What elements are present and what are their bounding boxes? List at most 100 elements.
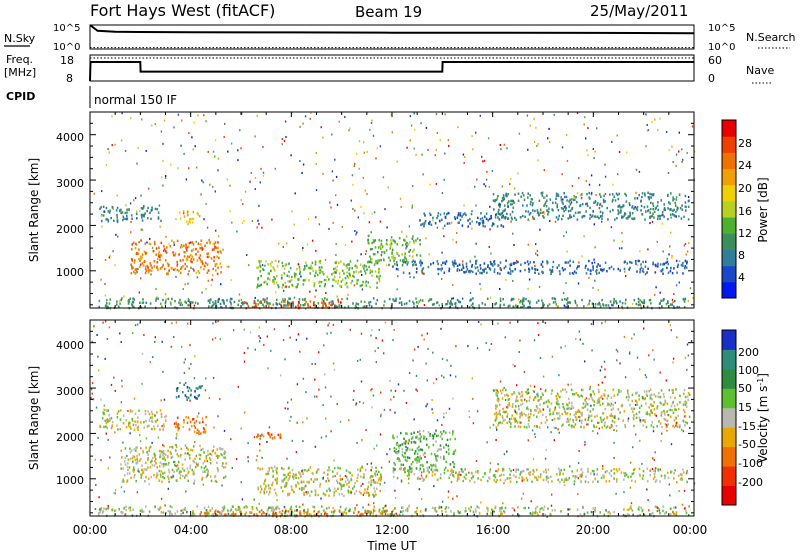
heatmap-cell [494,216,497,219]
heatmap-cell [542,214,544,218]
heatmap-cell [576,508,579,511]
heatmap-cell [328,487,330,490]
heatmap-noise [533,339,536,342]
heatmap-cell [574,477,577,480]
heatmap-cell [457,212,460,215]
heatmap-cell [404,239,406,242]
heatmap-cell [198,394,200,397]
heatmap-cell [559,414,561,418]
heatmap-cell [259,301,261,304]
heatmap-cell [354,508,356,512]
heatmap-cell [637,297,640,301]
heatmap-cell [312,269,314,272]
heatmap-cell [105,206,108,210]
heatmap-cell [596,268,598,272]
heatmap-cell [193,430,196,433]
heatmap-cell [508,402,510,405]
heatmap-cell [224,466,227,469]
heatmap-noise [374,239,377,242]
heatmap-noise [602,465,604,468]
heatmap-cell [462,479,465,483]
heatmap-cell [175,432,178,436]
heatmap-cell [644,265,647,268]
heatmap-cell [646,394,648,397]
heatmap-cell [511,202,513,206]
heatmap-noise [386,226,388,229]
heatmap-cell [650,393,653,396]
heatmap-cell [678,193,681,196]
heatmap-cell [382,507,384,510]
heatmap-cell [504,410,506,414]
heatmap-cell [673,197,675,201]
heatmap-cell [345,507,348,510]
heatmap-cell [541,271,544,275]
heatmap-cell [209,458,212,461]
heatmap-cell [100,206,102,209]
heatmap-cell [669,202,671,205]
heatmap-cell [659,422,662,425]
heatmap-cell [406,432,408,435]
heatmap-cell [197,242,200,245]
heatmap-cell [587,467,589,471]
heatmap-noise [681,148,683,151]
heatmap-cell [394,258,396,261]
heatmap-cell [526,479,529,482]
heatmap-cell [642,419,645,422]
heatmap-cell [639,271,641,274]
heatmap-cell [581,473,584,476]
heatmap-cell [211,248,214,251]
heatmap-noise [283,289,285,292]
heatmap-cell [620,209,622,212]
heatmap-cell [102,214,105,217]
heatmap-noise [139,210,141,213]
heatmap-cell [405,445,407,449]
heatmap-cell [253,513,255,516]
heatmap-noise [247,442,249,445]
heatmap-noise [548,127,550,130]
heatmap-cell [346,271,348,274]
heatmap-cell [447,506,450,509]
heatmap-cell [269,262,272,266]
heatmap-cell [650,512,653,516]
heatmap-cell [369,268,372,272]
heatmap-cell [364,269,366,273]
heatmap-cell [676,208,678,212]
heatmap-cell [688,505,690,508]
heatmap-noise [604,175,607,178]
heatmap-cell [453,452,455,455]
heatmap-cell [663,403,666,406]
heatmap-cell [429,220,431,224]
heatmap-cell [632,513,634,516]
heatmap-cell [136,454,138,458]
heatmap-cell [178,301,180,304]
heatmap-cell [199,258,202,261]
heatmap-cell [145,420,147,423]
heatmap-cell [509,267,511,270]
heatmap-cell [408,456,411,460]
heatmap-cell [430,298,433,301]
heatmap-cell [418,458,421,461]
heatmap-cell [206,474,208,478]
heatmap-noise [246,254,248,256]
heatmap-cell [184,394,187,397]
heatmap-noise [188,270,190,273]
heatmap-noise [447,496,450,499]
heatmap-cell [272,303,275,306]
heatmap-noise [518,132,521,135]
heatmap-noise [175,218,177,221]
heatmap-cell [582,402,585,405]
heatmap-cell [590,193,593,196]
heatmap-cell [273,282,275,285]
heatmap-cell [669,303,672,306]
heatmap-cell [496,470,499,473]
heatmap-cell [394,507,396,510]
heatmap-cell [651,411,653,415]
heatmap-cell [586,408,589,411]
heatmap-noise [635,433,637,436]
heatmap-cell [565,195,568,199]
heatmap-noise [475,242,477,245]
heatmap-cell [612,388,615,391]
heatmap-cell [186,258,189,261]
heatmap-noise [239,129,241,132]
heatmap-cell [495,407,497,410]
